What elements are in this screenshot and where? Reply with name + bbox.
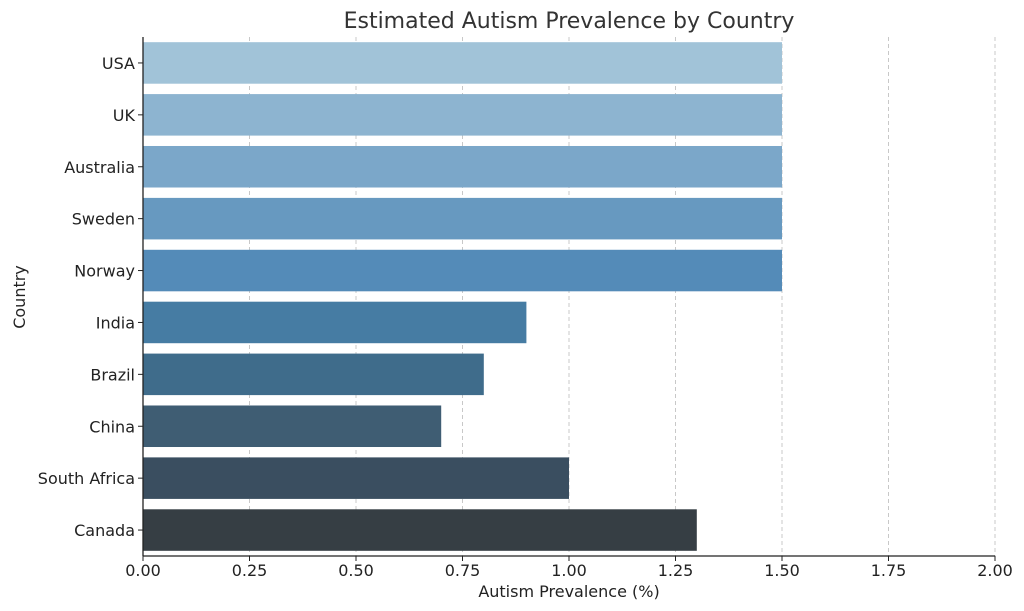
x-axis-label: Autism Prevalence (%): [478, 582, 659, 601]
y-tick-label: Australia: [64, 158, 135, 177]
x-tick-label: 0.75: [445, 561, 481, 580]
y-axis-label: Country: [10, 265, 29, 329]
y-tick-label: USA: [102, 54, 135, 73]
y-tick-label: China: [89, 417, 135, 436]
bar-india: [143, 301, 527, 344]
x-tick-label: 2.00: [977, 561, 1013, 580]
bars: [143, 42, 782, 551]
x-axis-ticks: 0.00 0.25 0.50 0.75 1.00 1.25 1.50 1.75 2.00: [125, 556, 1013, 580]
y-tick-label: India: [96, 313, 135, 332]
x-tick-label: 0.00: [125, 561, 161, 580]
bar-sweden: [143, 197, 782, 240]
x-tick-label: 1.50: [764, 561, 800, 580]
bar-brazil: [143, 353, 484, 396]
y-tick-label: UK: [113, 106, 136, 125]
y-tick-label: Norway: [74, 262, 135, 281]
x-tick-label: 1.25: [658, 561, 694, 580]
y-tick-label: South Africa: [38, 469, 135, 488]
bar-uk: [143, 94, 782, 136]
x-tick-label: 1.75: [871, 561, 907, 580]
y-tick-label: Sweden: [72, 210, 135, 229]
chart-title: Estimated Autism Prevalence by Country: [344, 9, 795, 34]
x-tick-label: 0.25: [232, 561, 268, 580]
bar-canada: [143, 509, 697, 551]
bar-australia: [143, 145, 782, 188]
bar-norway: [143, 249, 782, 292]
y-tick-label: Brazil: [90, 365, 135, 384]
bar-usa: [143, 42, 782, 84]
x-tick-label: 1.00: [551, 561, 587, 580]
y-tick-label: Canada: [74, 521, 135, 540]
bar-china: [143, 405, 442, 448]
bar-south-africa: [143, 457, 569, 499]
x-tick-label: 0.50: [338, 561, 374, 580]
y-axis-ticks: USA UK Australia Sweden Norway India Brazil Chi…: [38, 54, 143, 540]
